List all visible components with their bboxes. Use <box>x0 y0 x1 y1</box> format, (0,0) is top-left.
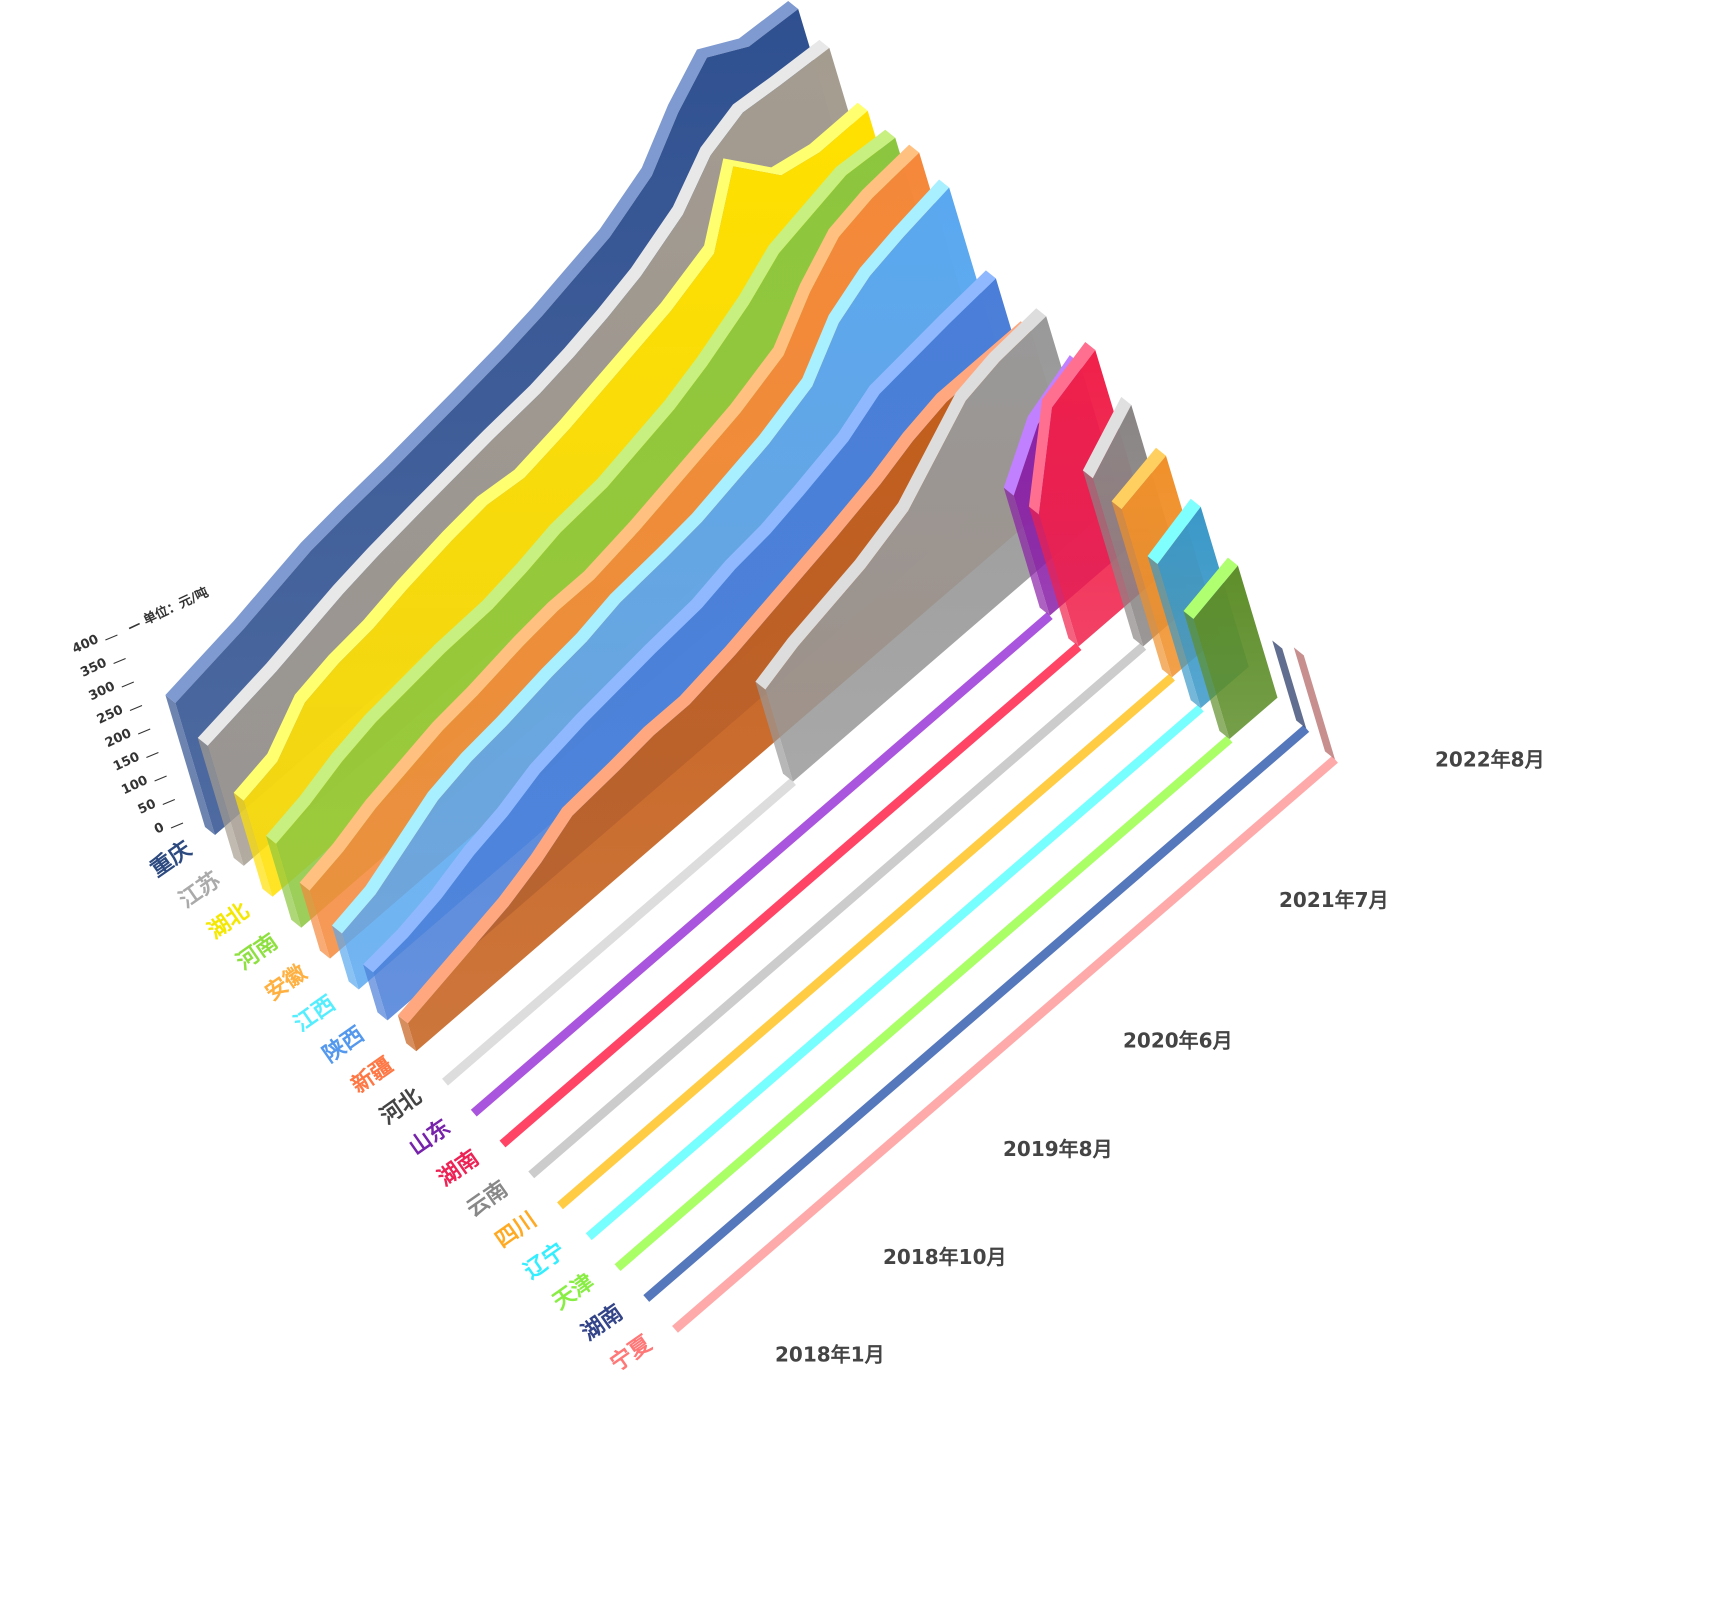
y-tick-mark <box>154 775 167 782</box>
series-label: 江苏 <box>174 867 225 914</box>
top-edge <box>1082 396 1132 479</box>
zero-baseline <box>585 704 1204 1241</box>
top-edge <box>1028 342 1096 515</box>
series-label: 新疆 <box>347 1052 398 1099</box>
zero-baseline <box>528 642 1147 1179</box>
x-tick-label: 2019年8月 <box>1003 1137 1113 1161</box>
zero-baseline <box>643 725 1310 1302</box>
y-tick-label: 350 <box>78 656 109 681</box>
y-tick-label: 200 <box>103 726 134 751</box>
top-edge <box>755 308 1047 690</box>
top-edge <box>1111 447 1166 510</box>
side-face <box>331 925 359 990</box>
y-tick-mark <box>138 728 151 735</box>
y-tick-label: 300 <box>87 679 118 704</box>
x-tick-label: 2018年10月 <box>883 1245 1007 1269</box>
zero-baseline <box>499 643 1082 1148</box>
side-face <box>1082 470 1144 647</box>
top-edge <box>1183 557 1238 620</box>
zero-baseline <box>672 755 1338 1333</box>
area-face <box>341 187 1019 990</box>
series-15 <box>614 557 1278 1272</box>
x-axis: 2018年1月 2018年10月 2019年8月 2020年6月 2021年7月 2022… <box>775 747 1545 1366</box>
y-tick-mark <box>121 681 134 688</box>
series-label: 安徽 <box>261 959 313 1006</box>
y-axis-title: — 单位：元/吨 <box>125 584 211 635</box>
x-tick-label: 2021年7月 <box>1279 888 1389 912</box>
series-label: 重庆 <box>146 836 197 883</box>
zero-baseline <box>614 735 1233 1272</box>
side-face <box>299 882 330 959</box>
series-layer <box>165 1 1338 1333</box>
series-7 <box>363 270 1048 1021</box>
series-label: 陕西 <box>319 1022 369 1068</box>
top-edge <box>165 1 799 703</box>
y-tick-label: 100 <box>119 773 150 798</box>
series-label: 湖南 <box>577 1300 627 1346</box>
x-tick-label: 2022年8月 <box>1435 747 1545 771</box>
series-9 <box>442 308 1105 1086</box>
series-label: 四川 <box>491 1208 541 1254</box>
x-tick-label: 2018年1月 <box>775 1342 885 1366</box>
side-face <box>1147 556 1201 709</box>
series-label: 河北 <box>376 1084 426 1130</box>
series-16 <box>643 640 1310 1302</box>
top-edge <box>363 270 996 973</box>
side-face <box>1111 501 1172 678</box>
y-tick-mark <box>113 658 126 664</box>
side-face <box>1183 611 1230 740</box>
top-edge <box>299 144 920 891</box>
side-face <box>1272 640 1307 729</box>
side-face <box>1293 647 1335 760</box>
y-tick-mark <box>105 634 118 641</box>
y-tick-label: 400 <box>70 632 101 657</box>
top-edge <box>197 39 830 746</box>
series-label: 山东 <box>404 1114 455 1161</box>
area-face <box>1193 565 1278 740</box>
y-tick-label: 250 <box>95 703 126 728</box>
y-tick-mark <box>146 752 159 758</box>
y-tick-mark <box>170 822 184 829</box>
y-tick-label: 50 <box>136 797 159 818</box>
series-label: 辽宁 <box>519 1238 570 1285</box>
y-tick-label: 150 <box>111 750 142 775</box>
series-label: 天津 <box>548 1269 599 1316</box>
top-edge <box>1147 498 1201 565</box>
top-edge <box>397 321 1031 1024</box>
series-6 <box>331 179 1019 990</box>
series-label: 云南 <box>462 1177 512 1223</box>
series-label: 湖北 <box>204 899 254 945</box>
series-label: 江西 <box>290 991 340 1037</box>
side-face <box>397 1015 417 1052</box>
series-label: 河南 <box>232 930 282 976</box>
side-face <box>755 681 793 782</box>
zero-baseline <box>557 673 1175 1210</box>
series-17 <box>672 647 1338 1333</box>
top-edge <box>266 129 896 844</box>
area-face <box>765 316 1105 782</box>
zero-baseline <box>442 778 796 1086</box>
x-tick-label: 2020年6月 <box>1123 1029 1233 1053</box>
zero-baseline <box>470 612 1053 1117</box>
side-face <box>1003 487 1050 616</box>
side-face <box>363 964 388 1021</box>
side-face <box>1028 506 1079 647</box>
side-face <box>233 792 273 897</box>
y-tick-mark <box>162 799 175 805</box>
side-face <box>197 737 244 866</box>
y-tick-mark <box>129 705 143 711</box>
side-face <box>165 695 215 835</box>
series-label: 宁夏 <box>606 1330 658 1377</box>
top-edge <box>331 179 950 934</box>
series-label: 湖南 <box>434 1146 484 1192</box>
area-face <box>373 278 1048 1021</box>
side-face <box>266 835 302 928</box>
y-tick-label: 0 <box>152 820 167 837</box>
